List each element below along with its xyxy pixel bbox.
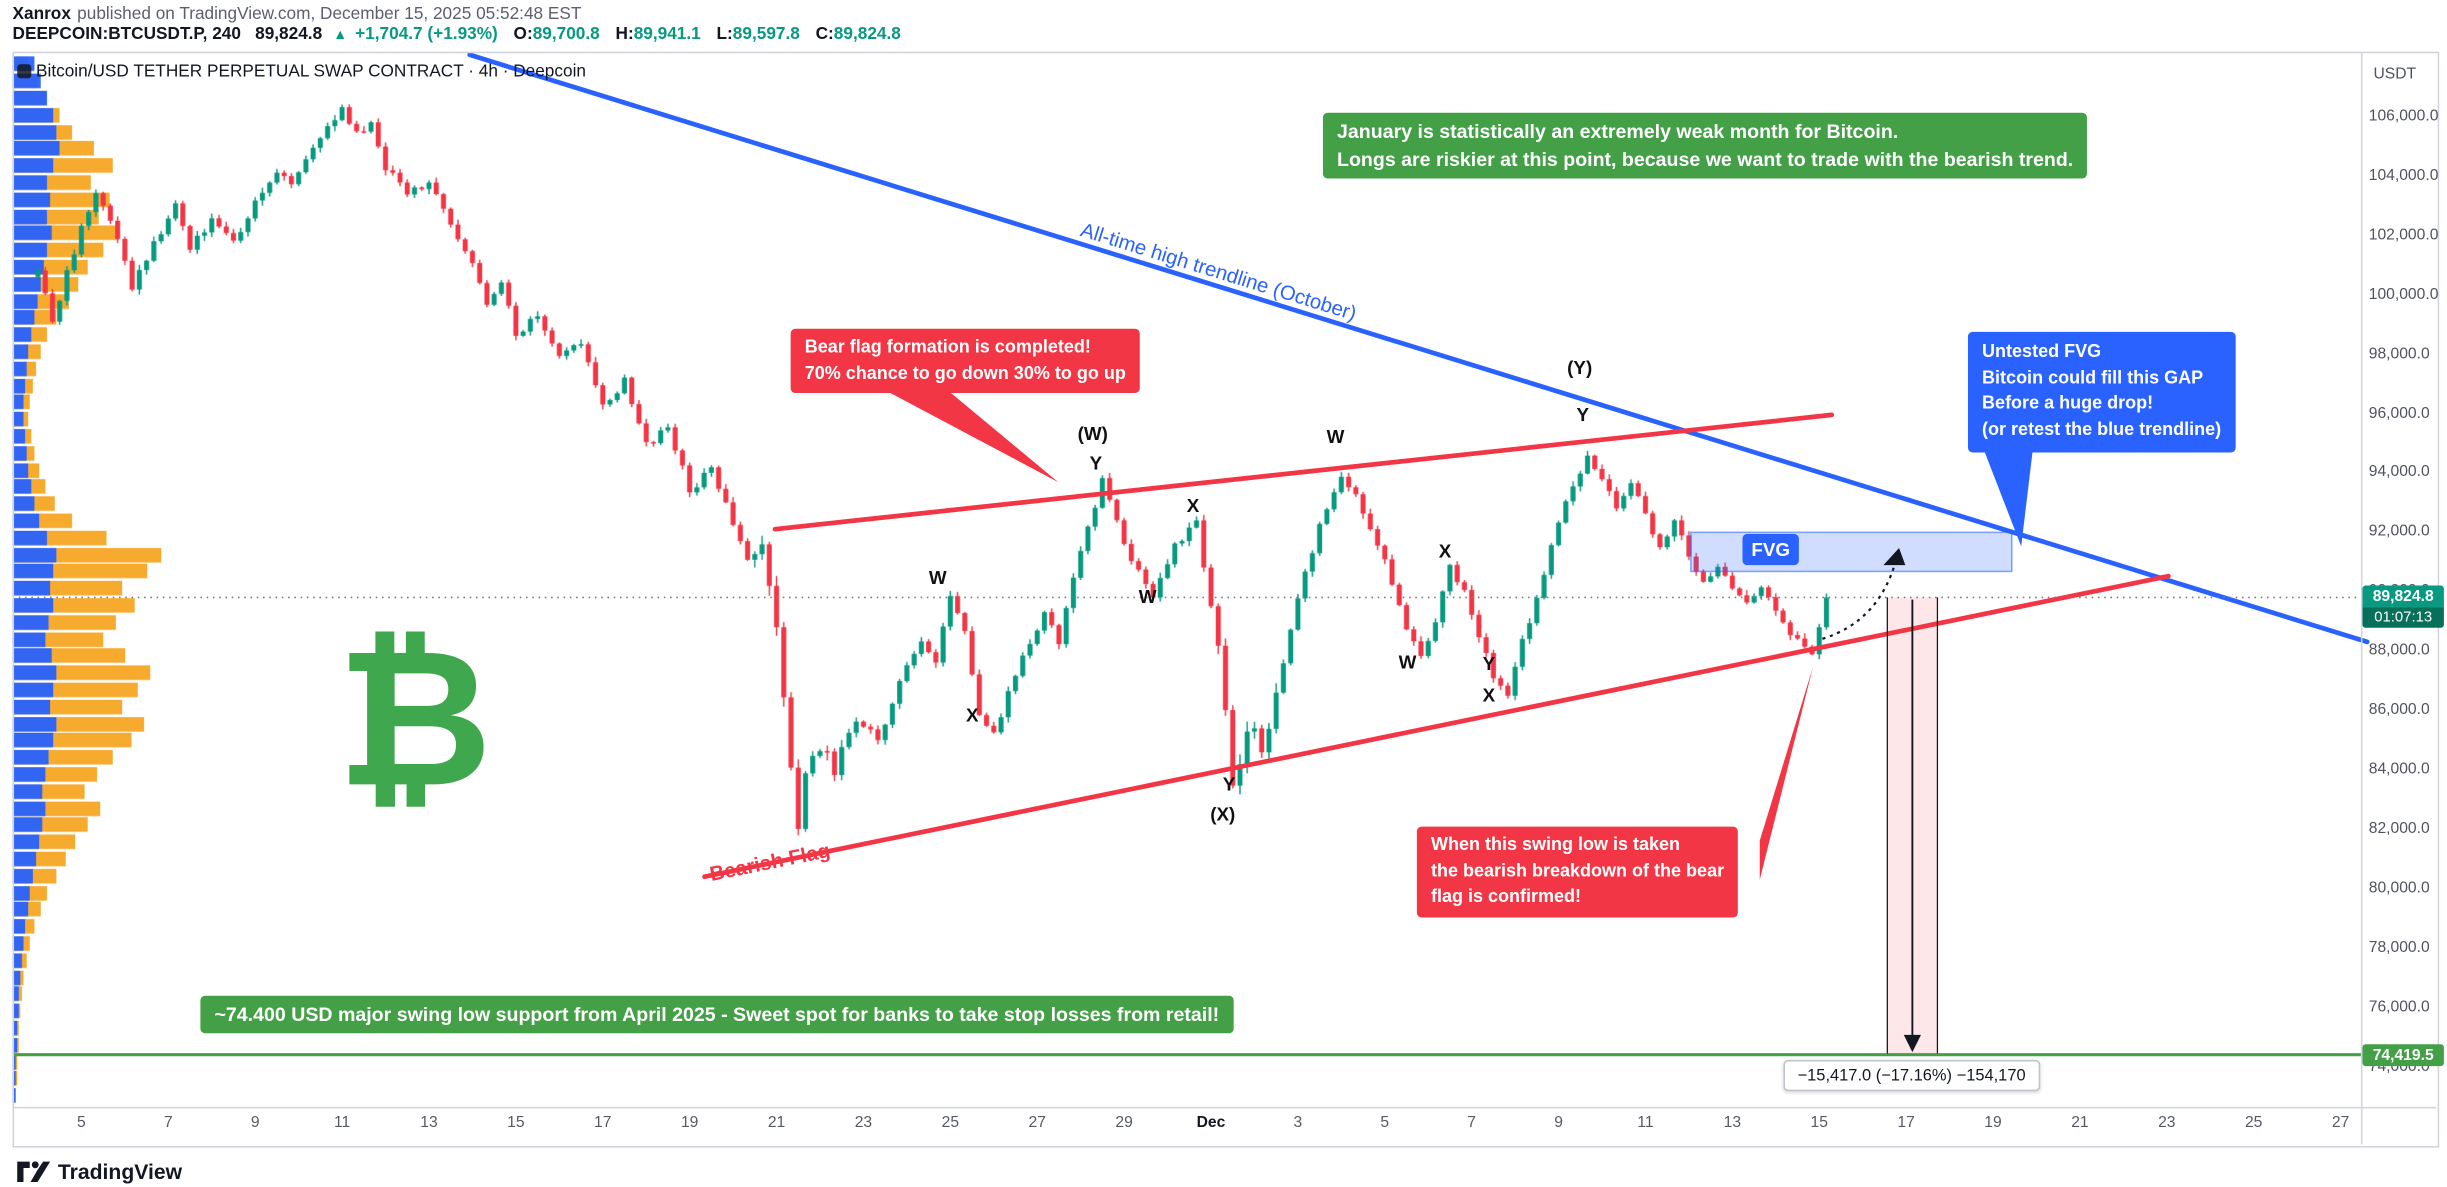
- tradingview-brand-text: TradingView: [57, 1159, 183, 1183]
- current-price-badge: 89,824.8 01:07:13: [2362, 585, 2444, 628]
- bear-flag-note-pointer: [884, 389, 1059, 483]
- bear-flag-note[interactable]: Bear flag formation is completed! 70% ch…: [790, 328, 1140, 394]
- tradingview-logo-icon: [17, 1161, 51, 1183]
- note-line: 70% chance to go down 30% to go up: [804, 364, 1126, 384]
- note-line: (or retest the blue trendline): [1982, 421, 2222, 440]
- note-line: Bitcoin could fill this GAP: [1982, 368, 2204, 388]
- time-axis-separator: [12, 1106, 2437, 1109]
- swing-low-note[interactable]: When this swing low is taken the bearish…: [1416, 826, 1739, 918]
- note-line: Bear flag formation is completed!: [804, 338, 1091, 357]
- support-level-note[interactable]: ~74.400 USD major swing low support from…: [200, 995, 1234, 1034]
- price-range-tool[interactable]: [1886, 597, 1939, 1054]
- price-badge-value: 89,824.8: [2362, 585, 2444, 608]
- all-time-high-trendline[interactable]: [467, 52, 2370, 645]
- fvg-note-pointer: [1975, 428, 2036, 547]
- note-line: flag is confirmed!: [1430, 888, 1582, 908]
- untested-fvg-note[interactable]: Untested FVG Bitcoin could fill this GAP…: [1967, 331, 2236, 452]
- swing-low-note-pointer: [1759, 666, 1813, 880]
- fvg-pointer-arrow[interactable]: [1822, 560, 1897, 640]
- bear-flag-lower-trendline[interactable]: [702, 573, 2171, 880]
- note-line: When this swing low is taken: [1430, 836, 1681, 855]
- fvg-chip-label[interactable]: FVG: [1742, 533, 1799, 566]
- note-line: Untested FVG: [1982, 342, 2102, 362]
- axis-currency-label: USDT: [2373, 65, 2417, 83]
- bar-countdown: 01:07:13: [2362, 607, 2444, 628]
- january-weakness-note[interactable]: January is statistically an extremely we…: [1322, 112, 2088, 179]
- fvg-pointer-arrowhead: [1883, 547, 1906, 566]
- down-arrow-icon: [1903, 1034, 1921, 1053]
- note-line: January is statistically an extremely we…: [1337, 120, 1899, 143]
- support-price-badge: 74,419.5: [2362, 1044, 2444, 1067]
- tradingview-footer[interactable]: TradingView: [16, 1159, 182, 1184]
- note-line: Before a huge drop!: [1982, 395, 2154, 414]
- price-axis-separator: [2360, 51, 2363, 1145]
- note-line: the bearish breakdown of the bear: [1430, 862, 1725, 881]
- chart-title: Bitcoin/USD TETHER PERPETUAL SWAP CONTRA…: [36, 62, 586, 82]
- price-range-measure-label: −15,417.0 (−17.16%) −154,170: [1783, 1059, 2040, 1092]
- instrument-logo: [17, 64, 32, 79]
- fvg-zone-rect[interactable]: [1690, 531, 2013, 573]
- bear-flag-upper-trendline[interactable]: [772, 412, 1835, 532]
- note-line: Longs are riskier at this point, because…: [1337, 148, 2074, 171]
